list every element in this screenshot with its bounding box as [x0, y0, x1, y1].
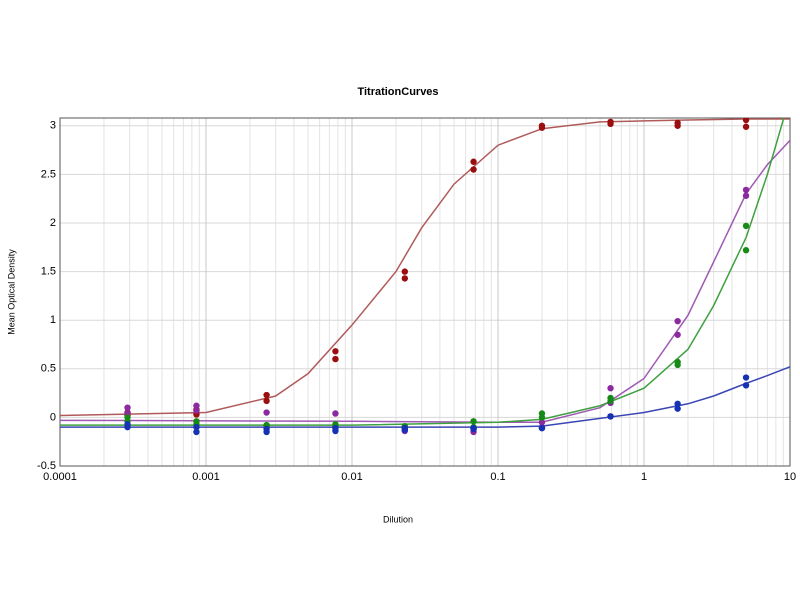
- x-tick-label: 0.0001: [43, 471, 77, 483]
- x-tick-label: 10: [784, 471, 796, 483]
- data-point: [742, 374, 750, 381]
- data-point: [124, 404, 131, 411]
- y-tick-label: 1.5: [41, 265, 56, 277]
- data-point: [607, 397, 614, 405]
- data-point: [674, 331, 681, 338]
- y-tick-label: 0: [50, 411, 56, 423]
- fit-curve: [60, 139, 790, 424]
- plot-frame: [59, 117, 791, 467]
- data-point: [401, 275, 409, 282]
- data-point: [674, 361, 681, 369]
- data-point: [538, 419, 546, 426]
- data-point: [332, 348, 339, 355]
- data-point: [263, 397, 270, 405]
- data-point: [538, 124, 546, 131]
- data-point: [263, 391, 270, 399]
- fit-curve: [60, 118, 790, 417]
- y-tick-label: 1: [50, 314, 56, 326]
- fit-curve: [60, 366, 790, 428]
- data-point: [470, 418, 477, 425]
- data-point: [742, 123, 750, 130]
- data-point: [607, 120, 614, 128]
- data-point: [124, 423, 131, 431]
- data-point: [742, 186, 750, 194]
- y-tick-label: -0.5: [37, 460, 56, 472]
- x-tick-label: 0.01: [341, 471, 362, 483]
- data-point: [742, 192, 750, 199]
- data-point: [742, 247, 750, 254]
- data-point: [401, 268, 409, 275]
- data-point: [742, 222, 750, 230]
- data-point: [193, 428, 200, 436]
- x-axis-label: Dilution: [383, 514, 413, 524]
- data-point: [263, 409, 270, 416]
- data-point: [263, 428, 270, 436]
- data-point: [742, 118, 750, 124]
- x-tick-label: 0.1: [490, 471, 505, 483]
- plot-area: [60, 118, 790, 436]
- y-axis-label: Mean Optical Density: [6, 249, 16, 335]
- data-point: [470, 158, 477, 165]
- data-point: [674, 400, 681, 407]
- x-tick-label: 0.001: [192, 471, 220, 483]
- data-point: [674, 317, 681, 325]
- y-tick-label: 3: [50, 120, 56, 132]
- chart-title: TitrationCurves: [357, 86, 438, 98]
- data-point: [538, 424, 546, 432]
- data-point: [470, 425, 477, 433]
- data-point: [538, 414, 546, 421]
- data-point: [607, 413, 614, 420]
- y-tick-label: 2.5: [41, 168, 56, 180]
- data-point: [742, 382, 750, 389]
- data-point: [193, 423, 200, 431]
- data-point: [332, 410, 339, 417]
- y-tick-label: 0.5: [41, 363, 56, 375]
- data-point: [674, 122, 681, 129]
- y-tick-label: 2: [50, 217, 56, 229]
- data-point: [470, 166, 477, 173]
- data-point: [332, 355, 339, 363]
- data-point: [193, 407, 200, 414]
- data-point: [332, 427, 339, 435]
- fit-curve: [60, 118, 785, 426]
- data-point: [193, 402, 200, 409]
- x-tick-label: 1: [641, 471, 647, 483]
- data-point: [674, 405, 681, 412]
- data-point: [401, 426, 409, 434]
- data-point: [607, 385, 614, 392]
